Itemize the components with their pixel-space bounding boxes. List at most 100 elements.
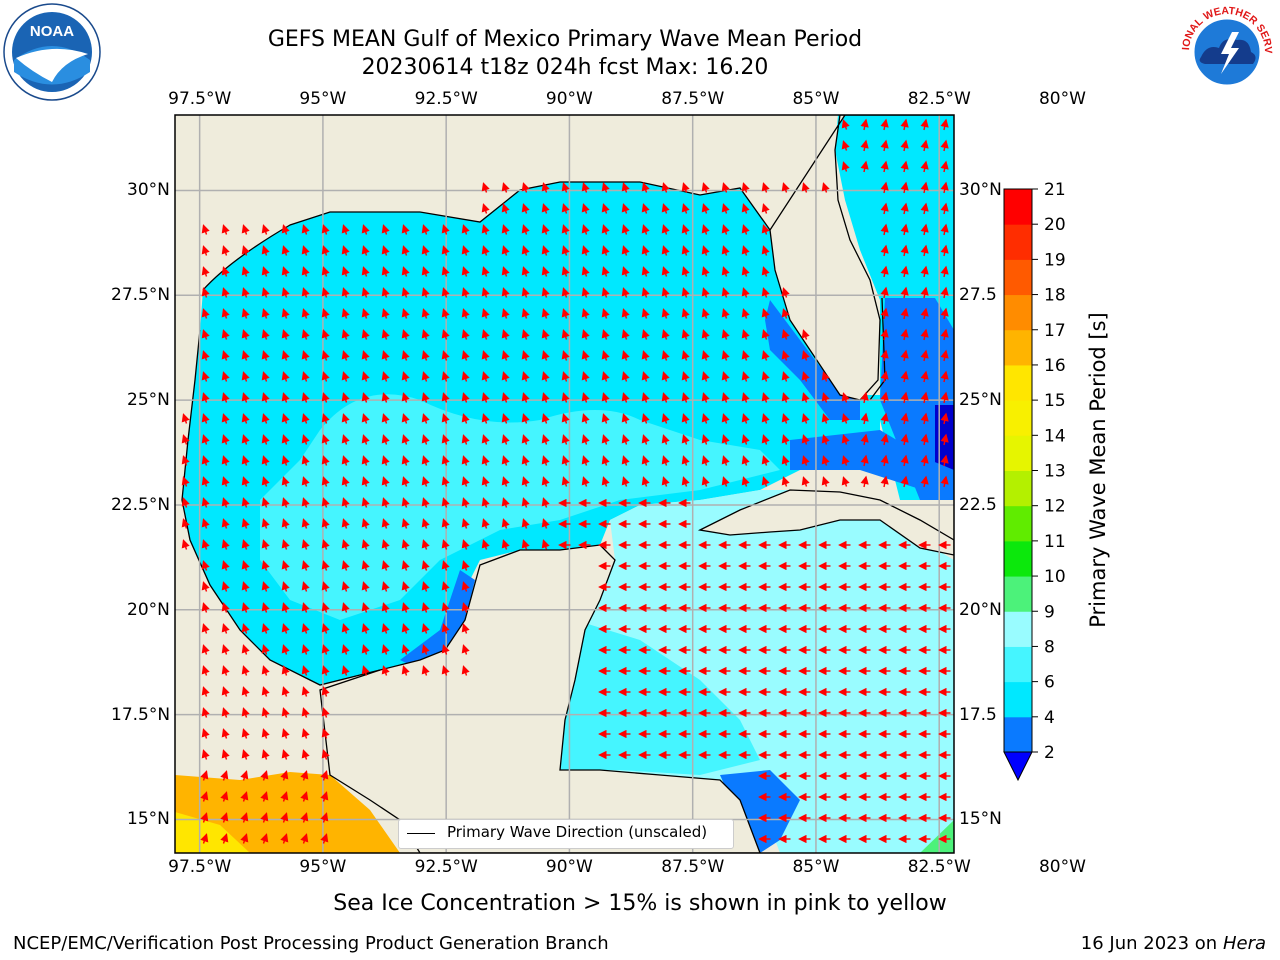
wave-arrow: [241, 728, 250, 739]
wave-arrow: [481, 434, 490, 445]
wave-arrow: [741, 371, 750, 382]
caribbean-water-mid: [560, 620, 760, 775]
wave-arrow: [501, 371, 510, 382]
wave-arrow: [321, 707, 330, 718]
wave-arrow: [940, 433, 949, 446]
wave-arrow: [621, 392, 630, 403]
wave-arrow: [561, 413, 570, 424]
wave-arrow: [301, 350, 310, 361]
wave-arrow: [240, 812, 249, 823]
wave-arrow: [541, 308, 550, 319]
noaa-logo-text: NOAA: [30, 23, 74, 40]
wave-arrow: [441, 224, 450, 235]
wave-arrow: [201, 455, 210, 466]
wave-arrow: [920, 139, 929, 152]
wave-arrow: [220, 770, 229, 781]
wave-arrow: [241, 224, 250, 235]
wave-arrow: [361, 308, 370, 319]
wave-arrow: [561, 476, 570, 487]
wave-arrow: [880, 265, 889, 278]
wave-arrow: [900, 118, 909, 131]
wave-arrow: [741, 245, 750, 256]
wave-arrow: [521, 539, 530, 550]
wave-arrow: [381, 539, 390, 550]
wave-arrow: [481, 182, 490, 193]
wave-arrow: [721, 182, 730, 193]
wave-arrow: [521, 518, 530, 529]
lat-tick-label-right: 17.5: [959, 704, 997, 725]
wave-arrow: [221, 665, 230, 676]
legend-label: Primary Wave Direction (unscaled): [447, 823, 708, 841]
wave-arrow: [880, 412, 889, 425]
wave-arrow: [321, 518, 330, 529]
wave-arrow: [880, 475, 889, 488]
wave-arrow: [821, 455, 830, 466]
wave-arrow: [581, 266, 590, 277]
wave-arrow: [341, 308, 350, 319]
wave-arrow: [361, 581, 370, 592]
wave-arrow: [401, 287, 410, 298]
wave-arrow: [541, 329, 550, 340]
pacific-water-yellow: [175, 812, 250, 853]
wave-arrow: [781, 308, 790, 319]
colorbar-tick-label: 20: [1044, 215, 1066, 235]
wave-arrow: [301, 581, 310, 592]
wave-arrow: [261, 308, 270, 319]
wave-arrow: [301, 518, 310, 529]
wave-arrow: [361, 224, 370, 235]
wave-arrow: [201, 434, 210, 445]
wave-arrow: [181, 413, 190, 424]
wave-arrow: [541, 413, 550, 424]
colorbar-tick-label: 9: [1044, 602, 1055, 622]
wave-arrow: [241, 686, 250, 697]
wave-arrow: [341, 455, 350, 466]
wave-arrow: [761, 287, 770, 298]
wave-arrow: [621, 245, 630, 256]
wave-arrow: [281, 329, 290, 340]
wave-arrow: [441, 539, 450, 550]
wave-arrow: [261, 434, 270, 445]
wave-arrow: [341, 497, 350, 508]
wave-arrow: [641, 182, 650, 193]
colorbar-segment: [1004, 716, 1032, 753]
wave-arrow: [501, 392, 510, 403]
wave-arrow: [561, 455, 570, 466]
wave-arrow: [521, 350, 530, 361]
wave-arrow: [181, 539, 190, 550]
wave-arrow: [721, 434, 730, 445]
wave-arrow: [300, 791, 309, 802]
wave-arrow: [341, 224, 350, 235]
wave-arrow: [381, 602, 390, 613]
wave-arrow: [401, 266, 410, 277]
wave-arrow: [461, 623, 470, 634]
wave-arrow: [421, 287, 430, 298]
wave-arrow: [741, 413, 750, 424]
wave-arrow: [521, 392, 530, 403]
wave-arrow: [301, 308, 310, 319]
wave-arrow: [661, 476, 670, 487]
wave-arrow: [261, 560, 270, 571]
wave-arrow: [441, 665, 450, 676]
wave-arrow: [320, 812, 329, 823]
wave-arrow: [241, 602, 250, 613]
wave-arrow: [421, 602, 430, 613]
wave-arrow: [261, 224, 270, 235]
wave-arrow: [900, 370, 909, 383]
wave-arrow: [940, 244, 949, 257]
wave-arrow: [541, 434, 550, 445]
wave-arrow: [900, 160, 909, 173]
wave-arrow: [821, 392, 830, 403]
wave-arrow: [701, 413, 710, 424]
wave-arrow: [261, 413, 270, 424]
wave-arrow: [221, 560, 230, 571]
wave-arrow: [461, 644, 470, 655]
wave-arrow: [320, 833, 329, 844]
wave-arrow: [301, 329, 310, 340]
wave-arrow: [621, 371, 630, 382]
wave-arrow: [741, 329, 750, 340]
wave-arrow: [421, 623, 430, 634]
wave-arrow: [920, 391, 929, 404]
wave-arrow: [940, 307, 949, 320]
colorbar-tick-label: 14: [1044, 426, 1066, 446]
wave-arrow: [601, 371, 610, 382]
